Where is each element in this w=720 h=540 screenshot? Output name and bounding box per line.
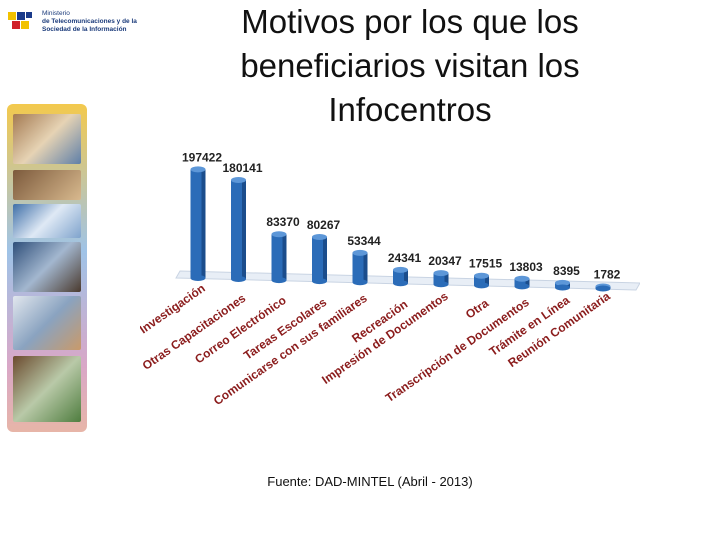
source-note: Fuente: DAD-MINTEL (Abril - 2013) [267,474,473,489]
bar-foot-6 [393,280,408,287]
collage-photo-4 [13,242,81,292]
value-label-6: 24341 [388,251,422,265]
bar-body-7 [433,273,449,285]
bar-body-8 [474,275,489,286]
bar-4 [312,234,327,285]
value-label-9: 13803 [509,260,543,274]
side-photo-collage [7,104,87,432]
bar-cap-6 [393,266,408,273]
bar-shade-8 [485,275,489,286]
bar-9 [514,275,530,290]
value-label-4: 80267 [307,218,341,232]
bar-foot-7 [433,281,449,288]
bar-foot-11 [595,285,611,292]
value-label-2: 180141 [222,161,262,175]
value-label-8: 17515 [469,257,503,271]
bar-cap-1 [190,166,206,173]
bar-foot-1 [190,275,206,281]
bar-shade-6 [404,269,408,284]
collage-photo-6 [13,356,81,422]
bar-foot-4 [312,278,327,285]
logo-text-line3: Sociedad de la Información [42,26,127,33]
bar-5 [352,249,368,286]
bar-shade-9 [525,278,530,287]
bar-cap-5 [352,249,368,256]
logo-text-line2: de Telecomunicaciones y de la [42,18,137,25]
bar-shade-4 [323,237,327,282]
bar-10 [555,279,570,291]
bar-6 [393,266,408,287]
bar-shade-2 [242,179,246,280]
bar-foot-8 [474,282,489,289]
bar-foot-10 [555,284,570,291]
page-title: Motivos por los que los beneficiarios vi… [240,3,580,128]
collage-photo-2 [13,170,81,200]
bar-3 [271,231,287,284]
category-label-8: Otra [463,296,492,322]
bar-foot-9 [514,283,530,290]
chart-bars [190,166,611,292]
bar-foot-5 [352,279,368,286]
logo-text-line1: Ministerio [42,10,70,17]
bar-1 [190,166,206,281]
bar-7 [433,270,449,288]
bar-cap-7 [433,270,449,277]
bar-cap-3 [271,231,287,238]
collage-photo-1 [13,114,81,164]
bar-cap-2 [231,176,246,183]
bar-shade-7 [444,273,449,285]
bar-11 [595,283,611,292]
ministry-logo: Ministerio de Telecomunicaciones y de la… [6,6,146,40]
bar-cap-10 [555,279,570,286]
bar-cap-9 [514,275,530,282]
bar-cap-4 [312,234,327,241]
bar-8 [474,272,489,289]
value-label-11: 1782 [594,268,621,282]
bar-body-9 [514,278,530,287]
bar-shade-5 [363,252,368,283]
collage-photo-3 [13,204,81,238]
value-label-1: 197422 [182,150,222,164]
bar-shade-3 [282,234,287,281]
bar-shade-10 [566,282,570,288]
bar-foot-3 [271,277,287,284]
value-label-5: 53344 [347,234,381,248]
logo-emblem-icon [8,12,32,29]
bar-cap-8 [474,272,489,279]
value-label-7: 20347 [428,254,462,268]
bar-foot-2 [231,276,246,283]
value-label-10: 8395 [553,264,580,278]
bar-2 [231,176,246,283]
collage-photo-5 [13,296,81,350]
value-label-3: 83370 [266,215,300,229]
bar-shade-1 [201,169,206,278]
